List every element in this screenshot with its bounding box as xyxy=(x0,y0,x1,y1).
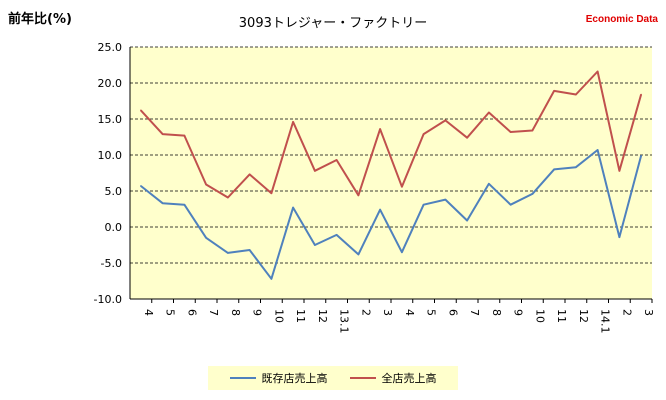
series-line-1 xyxy=(140,149,643,280)
x-tick-label: 2 xyxy=(359,309,372,316)
y-tick-label: 15.0 xyxy=(98,113,123,126)
data-point xyxy=(314,170,316,172)
x-tick-label: 4 xyxy=(142,309,155,316)
data-point xyxy=(553,90,555,92)
chart-title: 3093トレジャー・ファクトリー xyxy=(238,16,428,31)
x-tick-label: 11 xyxy=(555,309,568,323)
x-tick-label: 8 xyxy=(490,309,503,316)
x-tick-label: 9 xyxy=(512,309,525,316)
x-tick-label: 13.1 xyxy=(338,309,351,334)
data-point xyxy=(466,136,468,139)
x-tick-label: 9 xyxy=(251,309,264,316)
data-point xyxy=(248,173,251,176)
legend-item-series2: 全店売上高 xyxy=(349,370,437,386)
x-tick-label: 6 xyxy=(446,309,459,316)
data-point xyxy=(227,196,229,199)
data-point xyxy=(248,249,251,251)
y-tick-label: -10.0 xyxy=(94,293,122,306)
data-point xyxy=(596,70,599,73)
data-point xyxy=(270,278,273,280)
data-point xyxy=(509,131,512,133)
x-tick-label: 3 xyxy=(642,309,655,316)
data-point xyxy=(596,149,599,151)
data-point xyxy=(401,185,403,188)
y-tick-label: -5.0 xyxy=(101,257,122,270)
y-tick-label: 10.0 xyxy=(98,149,123,162)
data-point xyxy=(314,244,316,246)
data-point xyxy=(379,208,381,211)
data-point xyxy=(335,234,338,236)
y-tick-label: 20.0 xyxy=(98,77,123,90)
series-line-2 xyxy=(140,70,643,199)
data-point xyxy=(531,129,534,132)
data-point xyxy=(205,183,207,186)
data-point xyxy=(488,111,490,114)
data-point xyxy=(270,192,273,194)
x-tick-label: 14.1 xyxy=(599,309,612,334)
y-tick-label: 5.0 xyxy=(105,185,123,198)
legend: 既存店売上高 全店売上高 xyxy=(208,366,458,390)
data-point xyxy=(575,166,577,169)
data-point xyxy=(509,203,512,206)
data-point xyxy=(335,159,338,161)
data-point xyxy=(140,109,142,112)
data-point xyxy=(227,252,229,254)
x-tick-label: 3 xyxy=(381,309,394,316)
y-tick-label: 0.0 xyxy=(105,221,123,234)
data-point xyxy=(640,93,642,96)
x-tick-label: 10 xyxy=(272,309,285,323)
data-point xyxy=(379,128,381,130)
x-tick-label: 12 xyxy=(316,309,329,323)
legend-swatch-series1 xyxy=(229,377,256,379)
data-point xyxy=(292,121,294,123)
data-point xyxy=(161,202,164,205)
data-point xyxy=(357,253,360,256)
y-tick-label: 25.0 xyxy=(98,41,123,54)
data-point xyxy=(422,133,425,135)
data-point xyxy=(444,198,447,201)
x-tick-label: 5 xyxy=(425,309,438,316)
plot-area: 25.0 20.0 15.0 10.0 5.0 0.0 -5.0 -10.0 4 5 6 7 8 9 10 1… xyxy=(94,41,656,334)
y-axis-label: 前年比(%) xyxy=(8,12,72,27)
data-point xyxy=(161,133,164,135)
plot-background xyxy=(130,47,652,299)
data-point xyxy=(140,185,142,187)
data-point xyxy=(422,203,425,206)
x-tick-label: 10 xyxy=(533,309,546,323)
data-point xyxy=(618,236,621,238)
data-point xyxy=(553,168,555,171)
x-tick-label: 11 xyxy=(294,309,307,323)
x-tick-label: 7 xyxy=(468,309,481,316)
x-tick-label: 6 xyxy=(185,309,198,316)
data-point xyxy=(466,219,468,222)
brand-label: Economic Data xyxy=(585,14,658,25)
legend-item-series1: 既存店売上高 xyxy=(229,370,328,386)
data-point xyxy=(292,206,294,209)
x-tick-label: 8 xyxy=(229,309,242,316)
data-point xyxy=(575,93,577,96)
data-point xyxy=(357,194,360,197)
x-tick-label: 7 xyxy=(207,309,220,316)
x-tick-label: 5 xyxy=(164,309,177,316)
data-point xyxy=(488,183,490,185)
x-tick-label: 12 xyxy=(577,309,590,323)
data-point xyxy=(618,170,621,172)
legend-swatch-series2 xyxy=(349,377,376,379)
x-tick-label: 2 xyxy=(620,309,633,316)
data-point xyxy=(401,251,403,253)
data-point xyxy=(640,154,642,157)
x-tick-label: 4 xyxy=(403,309,416,316)
legend-label-series2: 全店売上高 xyxy=(381,372,437,385)
data-point xyxy=(531,193,534,195)
data-point xyxy=(183,203,186,206)
legend-label-series1: 既存店売上高 xyxy=(261,372,328,385)
data-point xyxy=(444,119,447,122)
data-point xyxy=(205,237,207,239)
data-point xyxy=(183,134,186,137)
